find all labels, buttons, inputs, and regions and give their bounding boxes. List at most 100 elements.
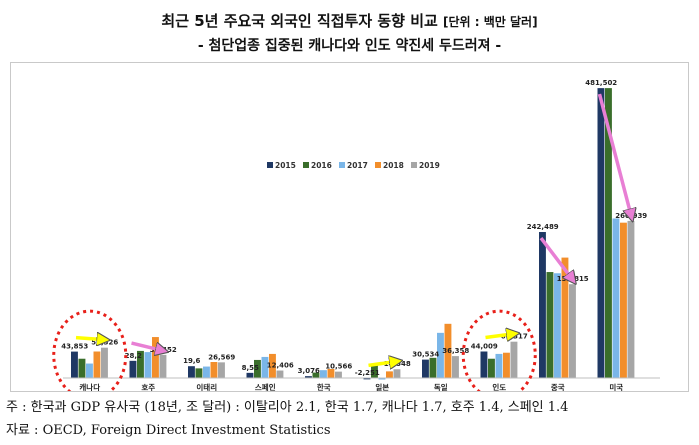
legend-swatch-2017	[339, 162, 345, 168]
legend-label-2015: 2015	[275, 161, 296, 170]
data-label: 28,2	[125, 352, 142, 360]
trend-arrow-down-중국	[539, 236, 573, 280]
legend-label-2018: 2018	[383, 161, 404, 170]
trend-arrow-up-인도	[485, 334, 515, 338]
legend-swatch-2016	[303, 162, 309, 168]
bar-독일-2018	[444, 323, 452, 378]
bar-일본-2016	[371, 365, 378, 378]
bar-이태리-2018	[210, 362, 218, 378]
data-label: 30,534	[412, 351, 439, 359]
bar-독일-2016	[429, 357, 437, 378]
bar-스페인-2017	[261, 356, 269, 378]
footnote: 주 : 한국과 GDP 유사국 (18년, 조 달러) : 이탈리아 2.1, …	[6, 400, 569, 415]
bar-스페인-2018	[269, 353, 276, 378]
highlight-circle-캐나다	[52, 309, 128, 391]
bar-일본-2017	[378, 378, 386, 380]
bar-스페인-2015	[246, 372, 254, 378]
chart-frame: 캐나다 호주 이태리 스페인 한국 일본 독일 인도 중국 미국 2015 2016 2017 2018 2…	[10, 62, 689, 392]
bar-중국-2019	[569, 284, 576, 378]
data-label: 481,502	[585, 79, 617, 87]
trend-arrow-down-호주	[131, 341, 164, 351]
bar-독일-2019	[452, 356, 459, 378]
trend-arrow-down-미국	[597, 93, 632, 217]
bar-미국-2018	[620, 222, 627, 378]
bar-이태리-2017	[203, 366, 210, 378]
x-tick-label: 이태리	[196, 382, 217, 391]
chart-title: 최근 5년 주요국 외국인 직접투자 동향 비교 [단위 : 백만 달러]	[0, 10, 699, 31]
x-tick-label: 캐나다	[79, 382, 100, 391]
bar-중국-2016	[546, 272, 554, 378]
bar-캐나다-2016	[78, 358, 86, 378]
bar-스페인-2019	[276, 370, 284, 378]
bar-미국-2017	[612, 218, 620, 378]
x-tick-label: 한국	[317, 382, 331, 391]
data-label: 242,489	[527, 223, 559, 231]
x-tick-label: 중국	[551, 383, 565, 391]
bar-독일-2017	[437, 332, 444, 378]
x-tick-label: 일본	[375, 382, 389, 391]
bar-일본-2018	[386, 371, 393, 378]
x-tick-label: 독일	[434, 382, 448, 391]
x-tick-label: 스페인	[255, 382, 276, 391]
bar-인도-2015	[480, 351, 488, 378]
data-label: 44,009	[471, 343, 498, 351]
bar-미국-2015	[597, 88, 605, 378]
bar-스페인-2016	[254, 359, 261, 378]
legend-swatch-2015	[267, 162, 273, 168]
trend-arrow-up-일본	[368, 361, 398, 365]
bar-캐나다-2018	[93, 351, 101, 378]
bar-chart: 캐나다 호주 이태리 스페인 한국 일본 독일 인도 중국 미국 2015 2016 2017 2018 2…	[52, 79, 660, 391]
bar-호주-2018	[152, 337, 159, 378]
bar-한국-2017	[320, 370, 327, 378]
data-label: 36,358	[442, 347, 469, 355]
bar-캐나다-2015	[71, 351, 78, 378]
bar-인도-2016	[488, 358, 495, 378]
legend-label-2016: 2016	[311, 161, 332, 170]
legend-swatch-2018	[375, 162, 381, 168]
data-label: 19,6	[183, 357, 200, 365]
trend-arrow-up-캐나다	[75, 338, 105, 340]
legend-label-2019: 2019	[419, 161, 440, 170]
bar-미국-2019	[627, 220, 635, 378]
chart-title-text: 최근 5년 주요국 외국인 직접투자 동향 비교	[161, 12, 438, 30]
bar-일본-2015	[363, 378, 371, 380]
bar-한국-2015	[305, 376, 312, 378]
bar-미국-2016	[605, 88, 612, 378]
legend-label-2017: 2017	[347, 161, 368, 170]
bar-캐나다-2017	[86, 363, 93, 378]
bar-중국-2015	[539, 232, 546, 378]
bar-이태리-2016	[195, 368, 203, 378]
x-tick-label: 미국	[609, 382, 623, 391]
highlight-circle-인도	[461, 309, 537, 391]
source-note: 자료 : OECD, Foreign Direct Investment Sta…	[6, 423, 331, 438]
bar-인도-2017	[495, 353, 503, 378]
chart-title-unit: [단위 : 백만 달러]	[443, 15, 538, 29]
bar-인도-2018	[503, 352, 510, 378]
bar-호주-2019	[159, 354, 167, 378]
bar-중국-2017	[554, 273, 561, 378]
bar-이태리-2015	[188, 366, 195, 378]
bar-한국-2019	[335, 371, 342, 378]
data-label: 10,566	[325, 363, 352, 371]
bar-한국-2016	[312, 372, 320, 378]
bar-캐나다-2019	[101, 347, 108, 378]
bar-독일-2015	[422, 359, 429, 378]
data-label: 43,853	[61, 343, 88, 351]
bar-인도-2019	[510, 341, 518, 378]
x-tick-label: 호주	[141, 382, 155, 391]
data-label: 12,406	[267, 362, 294, 370]
data-label: -2,251	[355, 369, 380, 377]
x-tick-label: 인도	[492, 382, 506, 391]
bar-호주-2016	[137, 350, 144, 378]
bar-호주-2017	[144, 352, 152, 378]
data-label: 8,55	[242, 364, 259, 372]
bar-한국-2018	[327, 368, 335, 378]
legend-swatch-2019	[411, 162, 417, 168]
data-label: 26,569	[208, 353, 235, 361]
data-label: 3,076	[298, 367, 320, 375]
bar-호주-2015	[129, 360, 137, 378]
bar-이태리-2019	[218, 362, 225, 378]
bar-일본-2019	[393, 369, 401, 378]
chart-subtitle: - 첨단업종 집중된 캐나다와 인도 약진세 두드러져 -	[197, 38, 502, 54]
bar-중국-2018	[561, 257, 569, 378]
